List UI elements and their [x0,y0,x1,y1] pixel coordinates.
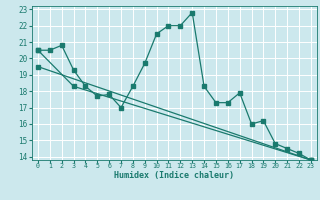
X-axis label: Humidex (Indice chaleur): Humidex (Indice chaleur) [115,171,234,180]
